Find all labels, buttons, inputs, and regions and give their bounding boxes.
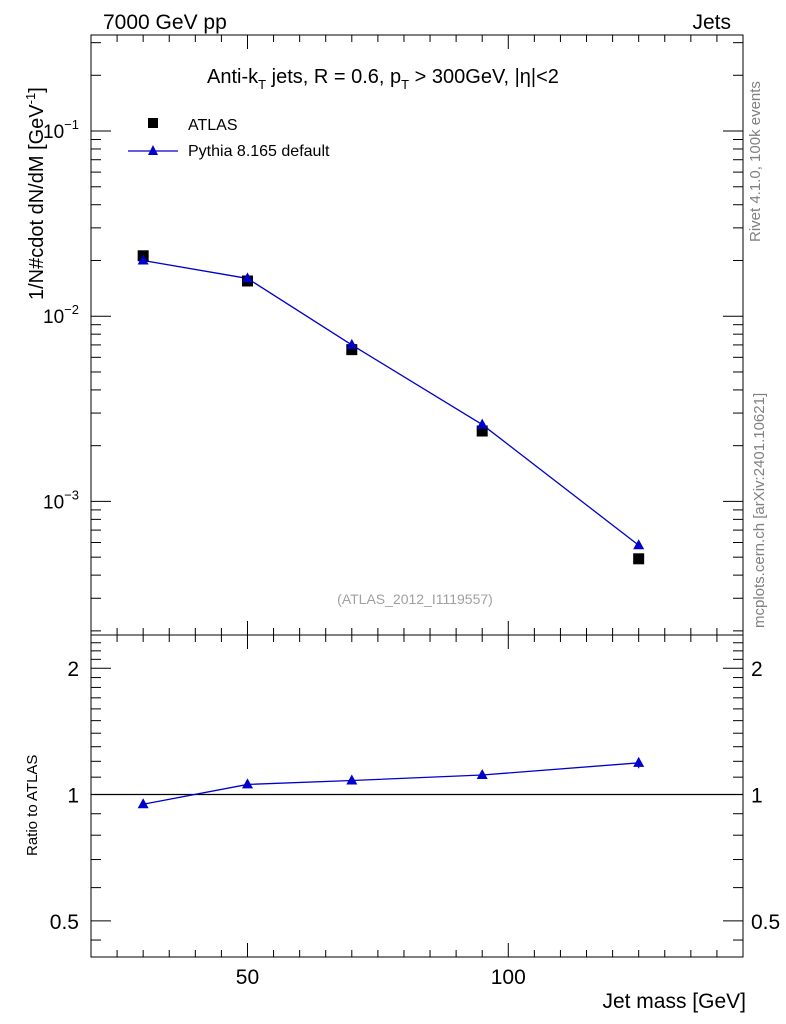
analysis-watermark: (ATLAS_2012_I1119557) — [337, 591, 493, 607]
ratio-point — [241, 778, 253, 789]
ratio-y-tick-label-left: 0.5 — [50, 911, 79, 934]
pythia-point — [137, 254, 149, 265]
ratio-y-tick-label-right: 1 — [751, 785, 763, 808]
main-y-tick-base: 10 — [43, 122, 64, 143]
main-y-tick-base: 10 — [43, 307, 64, 328]
ratio-point — [476, 769, 488, 780]
plot-title: Anti-kT jets, R = 0.6, pT > 300GeV, |η|<… — [207, 66, 559, 92]
main-panel: 10−110−210−3 Anti-kT jets, R = 0.6, pT >… — [23, 34, 744, 636]
x-axis-label: Jet mass [GeV] — [602, 990, 746, 1013]
x-tick-label: 50 — [236, 966, 259, 989]
ratio-point — [137, 798, 149, 809]
header-left: 7000 GeV pp — [103, 11, 227, 34]
legend-pythia-label: Pythia 8.165 default — [188, 143, 330, 160]
legend-atlas-marker — [148, 118, 158, 128]
main-y-label-sup: -1 — [23, 93, 38, 105]
title-mid: jets, R = 0.6, p — [266, 66, 401, 88]
ratio-line — [143, 762, 639, 805]
pythia-point — [346, 338, 358, 349]
ratio-y-tick-label-right: 0.5 — [751, 911, 780, 934]
x-tick-label: 100 — [491, 966, 526, 989]
title-sub1: T — [258, 77, 266, 92]
legend-atlas-label: ATLAS — [188, 117, 238, 134]
ratio-y-label: Ratio to ATLAS — [24, 755, 41, 856]
mcplots-label: mcplots.cern.ch [arXiv:2401.10621] — [751, 393, 768, 628]
main-y-label-close: ] — [26, 87, 48, 93]
ratio-y-tick-labels: 2 2 1 1 0.5 0.5 — [50, 658, 780, 934]
main-y-label-text: 1/N#cdot dN/dM [GeV — [26, 104, 48, 300]
atlas-point — [633, 553, 645, 565]
pythia-point — [476, 418, 488, 429]
ratio-series — [91, 756, 743, 809]
ratio-frame — [90, 634, 744, 958]
ratio-y-tick-label-right: 2 — [751, 658, 763, 681]
ratio-ticks — [90, 635, 744, 957]
atlas-point — [476, 425, 488, 437]
main-y-tick-labels: 10−110−210−3 — [43, 117, 79, 513]
title-sub2: T — [401, 77, 409, 92]
x-tick-labels: 50 100 — [236, 966, 526, 989]
main-y-tick-label: 10−1 — [43, 117, 79, 143]
main-y-tick-base: 10 — [43, 492, 64, 513]
main-y-tick-exp: −2 — [64, 302, 79, 317]
ratio-y-tick-label-left: 2 — [67, 658, 79, 681]
rivet-label: Rivet 4.1.0, 100k events — [747, 81, 764, 242]
main-y-tick-exp: −3 — [64, 487, 79, 502]
pythia-line — [143, 259, 640, 546]
main-y-tick-exp: −1 — [64, 117, 79, 132]
legend-pythia-marker — [148, 145, 158, 155]
ratio-y-tick-label-left: 1 — [67, 785, 79, 808]
pythia-point — [241, 272, 253, 283]
main-y-tick-label: 10−2 — [43, 302, 79, 328]
header-right: Jets — [692, 11, 731, 34]
ratio-panel: 2 2 1 1 0.5 0.5 50 100 Ratio to ATLAS Jet mass… — [24, 634, 780, 1013]
title-main: Anti-k — [207, 66, 259, 88]
ratio-point — [346, 774, 358, 785]
main-ticks — [90, 35, 744, 635]
atlas-point — [346, 344, 358, 356]
main-y-tick-label: 10−3 — [43, 487, 79, 513]
ratio-point — [633, 756, 645, 767]
pythia-point — [633, 539, 645, 550]
title-end: > 300GeV, |η|<2 — [409, 66, 559, 88]
main-y-label: 1/N#cdot dN/dM [GeV-1] — [23, 87, 48, 300]
legend: ATLAS Pythia 8.165 default — [128, 117, 330, 160]
main-series — [137, 250, 645, 565]
